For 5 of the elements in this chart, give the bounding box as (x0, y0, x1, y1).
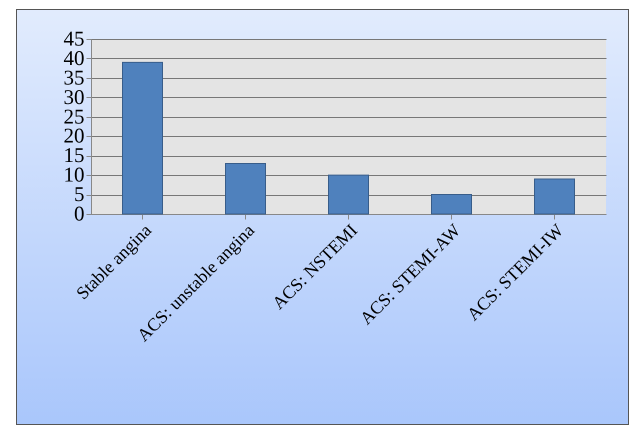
bar (534, 178, 575, 214)
bar (225, 162, 266, 214)
bar (431, 194, 472, 214)
bar (122, 62, 163, 214)
bar (328, 174, 369, 214)
